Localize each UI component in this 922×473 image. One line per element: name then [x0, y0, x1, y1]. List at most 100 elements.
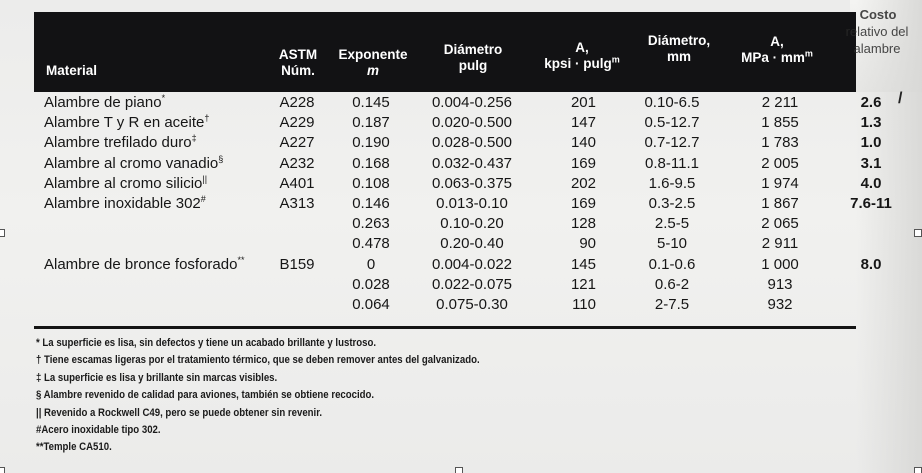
footnote: **Temple CA510.: [36, 441, 112, 454]
cell-m: 0.187: [352, 114, 390, 132]
footnote: ‡ La superficie es lisa y brillante sin …: [36, 371, 278, 384]
cell-diam-mm: 1.6-9.5: [648, 174, 696, 192]
cell-a-kpsi: 90: [579, 235, 596, 253]
cell-a-kpsi: 128: [570, 215, 596, 233]
cell-diam-mm: 2.5-5: [654, 215, 690, 233]
cell-a-mpa: 1 867: [761, 195, 799, 212]
cell-material: Alambre trefilado duro‡: [44, 134, 197, 152]
cell-cost: 8.0: [860, 255, 882, 273]
cell-a-kpsi: 121: [570, 275, 596, 293]
cell-a-kpsi: 140: [570, 134, 596, 152]
cell-material: Alambre de bronce fosforado**: [44, 254, 245, 274]
footnote-mark: §: [218, 153, 224, 164]
cell-diam-in: 0.028-0.500: [431, 134, 513, 152]
material-name: Alambre de piano: [44, 94, 162, 111]
material-name: Alambre de bronce fosforado: [44, 255, 238, 273]
cell-a-kpsi: 169: [570, 195, 596, 212]
footnote: #Acero inoxidable tipo 302.: [36, 424, 161, 436]
cell-a-mpa: 1 855: [761, 114, 799, 132]
cell-a-mpa: 2 065: [761, 215, 799, 233]
cell-m: 0.145: [352, 94, 390, 111]
cell-a-mpa: 2 005: [761, 154, 799, 172]
cell-a-mpa: 932: [767, 296, 793, 313]
table-bottom-rule: [34, 326, 856, 329]
cell-m: 0: [366, 255, 376, 273]
cell-diam-in: 0.020-0.500: [431, 114, 513, 132]
cell-astm: A228: [279, 94, 315, 111]
material-name: Alambre al cromo silicio: [44, 174, 203, 192]
scan-corner-bottom-left: [0, 467, 5, 473]
header-a-mpa: A, MPa · mmm: [741, 34, 813, 65]
cell-astm: A227: [279, 134, 315, 152]
cell-a-kpsi: 110: [572, 296, 596, 313]
cell-m: 0.168: [352, 154, 390, 172]
cell-diam-in: 0.022-0.075: [431, 275, 513, 293]
footnote-mark: †: [204, 113, 210, 124]
footnote: || Revenido a Rockwell C49, pero se pued…: [36, 406, 323, 419]
cell-a-kpsi: 147: [570, 114, 596, 132]
cell-astm: A232: [279, 154, 315, 172]
cell-a-mpa: 2 211: [761, 94, 799, 111]
cell-diam-in: 0.032-0.437: [431, 154, 513, 172]
cell-cost: 3.1: [860, 154, 882, 172]
cell-m: 0.028: [352, 275, 390, 293]
cell-diam-mm: 0.8-11.1: [645, 154, 699, 172]
cell-m: 0.146: [352, 195, 390, 212]
cell-diam-in: 0.004-0.022: [431, 255, 513, 273]
cell-astm: A229: [279, 114, 315, 132]
handwritten-check-mark: /: [898, 90, 903, 107]
footnote: * La superficie es lisa, sin defectos y …: [36, 337, 377, 349]
cell-a-mpa: 1 783: [761, 134, 799, 152]
table-header-band: [34, 12, 856, 92]
material-name: Alambre al cromo vanadio: [44, 154, 219, 172]
cell-diam-mm: 0.6-2: [654, 275, 690, 293]
scan-corner-bottom: [455, 467, 463, 473]
cell-diam-in: 0.20-0.40: [440, 235, 504, 253]
cell-material: Alambre al cromo vanadio§: [44, 153, 224, 173]
scan-corner-left: [0, 229, 5, 237]
cell-diam-mm: 5-10: [656, 235, 688, 253]
footnote: § Alambre revenido de calidad para avion…: [36, 389, 375, 402]
footnote-mark: ‡: [191, 133, 197, 144]
cell-diam-mm: 2-7.5: [654, 296, 690, 313]
scan-corner-right: [914, 229, 922, 237]
cell-diam-mm: 0.10-6.5: [644, 94, 700, 111]
header-exponent: Exponente m: [338, 47, 408, 78]
cell-diam-in: 0.10-0.20: [440, 215, 504, 233]
cell-m: 0.263: [352, 215, 390, 233]
header-cost-line2: relativo del alambre: [845, 24, 909, 56]
material-name: Alambre trefilado duro: [44, 134, 192, 152]
cell-a-mpa: 913: [767, 275, 793, 293]
header-material: Material: [46, 63, 98, 78]
cell-cost: 1.3: [860, 114, 882, 132]
cell-material: Alambre inoxidable 302#: [44, 195, 206, 213]
footnote-mark: #: [200, 194, 206, 204]
header-diameter-mm: Diámetro, mm: [647, 33, 711, 64]
cell-a-kpsi: 169: [570, 154, 596, 172]
cell-astm: A401: [279, 174, 315, 192]
cell-material: Alambre de piano*: [44, 94, 165, 112]
footnote-mark: ||: [202, 173, 208, 184]
cell-a-kpsi: 201: [570, 94, 596, 111]
cell-cost: 1.0: [860, 134, 882, 152]
cell-cost: 2.6: [860, 94, 882, 111]
footnote: † Tiene escamas ligeras por el tratamien…: [36, 354, 480, 367]
cell-a-mpa: 2 911: [761, 235, 799, 253]
cell-material: Alambre al cromo silicio||: [44, 173, 208, 193]
cell-m: 0.190: [352, 134, 390, 152]
cell-diam-mm: 0.5-12.7: [644, 114, 700, 132]
cell-m: 0.108: [352, 174, 390, 192]
cell-a-kpsi: 145: [570, 255, 596, 273]
cell-a-mpa: 1 974: [761, 174, 799, 192]
cell-cost: 4.0: [860, 174, 882, 192]
cell-diam-mm: 0.7-12.7: [644, 134, 700, 152]
header-a-kpsi: A, kpsi · pulgm: [544, 40, 620, 71]
cell-diam-in: 0.063-0.375: [431, 174, 513, 192]
cell-diam-mm: 0.1-0.6: [648, 255, 696, 273]
cell-cost: 7.6-11: [850, 195, 892, 212]
header-cost: Costo: [859, 7, 897, 22]
header-astm: ASTM Núm.: [278, 47, 318, 78]
footnote-mark: **: [237, 254, 245, 265]
cell-m: 0.064: [352, 296, 390, 313]
